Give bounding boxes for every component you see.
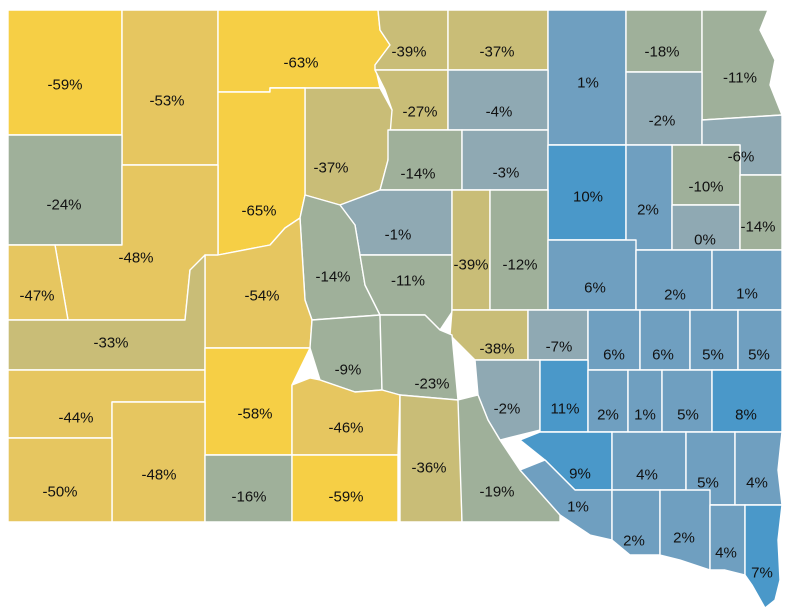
county-value-label: -16% (231, 489, 266, 506)
county-shape[interactable] (447, 9, 549, 71)
county-value-label: -11% (723, 70, 757, 87)
county-shape[interactable] (625, 9, 703, 73)
county-value-label: -3% (493, 165, 520, 182)
county-value-label: -23% (414, 376, 449, 393)
county-value-label: -36% (411, 460, 446, 477)
county-value-label: 7% (751, 565, 773, 582)
county-shape[interactable] (7, 437, 113, 523)
county-value-label: -59% (328, 489, 363, 506)
county-value-label: 5% (702, 347, 724, 364)
county-value-label: 5% (697, 475, 719, 492)
county-shape[interactable] (739, 174, 783, 251)
county-shape[interactable] (611, 489, 661, 556)
county-value-label: 1% (736, 286, 758, 303)
county-value-label: -48% (118, 250, 153, 267)
county-value-label: -58% (237, 406, 272, 423)
county-shape[interactable] (701, 9, 783, 121)
county-value-label: -63% (283, 55, 318, 72)
county-value-label: 1% (634, 407, 656, 424)
county-value-label: 2% (597, 407, 619, 424)
county-shape[interactable] (744, 504, 783, 609)
county-value-label: 11% (551, 401, 580, 418)
county-value-label: -46% (328, 420, 363, 437)
county-shape[interactable] (539, 359, 589, 433)
county-value-label: -6% (728, 149, 755, 166)
county-value-label: -44% (58, 410, 93, 427)
county-value-label: -19% (479, 484, 514, 501)
county-shape[interactable] (121, 9, 219, 166)
county-shape[interactable] (625, 71, 703, 146)
county-value-label: 9% (569, 466, 591, 483)
county-value-label: -7% (546, 339, 573, 356)
county-shape[interactable] (709, 504, 746, 576)
county-value-label: -24% (46, 197, 81, 214)
county-value-label: 2% (637, 202, 659, 219)
county-value-label: 8% (735, 407, 757, 424)
county-shape[interactable] (217, 9, 391, 93)
county-value-label: -39% (391, 44, 426, 61)
county-value-label: -12% (502, 257, 537, 274)
county-value-label: -48% (141, 467, 176, 484)
county-shape[interactable] (625, 144, 673, 251)
county-shape[interactable] (489, 189, 549, 311)
county-value-label: 4% (715, 545, 737, 562)
county-value-label: 4% (636, 467, 658, 484)
county-value-label: 2% (664, 287, 686, 304)
county-shape[interactable] (447, 69, 549, 131)
county-value-label: -4% (486, 104, 513, 121)
county-value-label: -65% (241, 203, 276, 220)
county-value-label: -14% (400, 166, 435, 183)
county-value-label: -50% (42, 484, 77, 501)
county-value-label: -38% (479, 341, 514, 358)
county-value-label: -14% (740, 219, 775, 236)
county-value-label: 1% (577, 75, 599, 92)
county-value-label: -2% (649, 113, 676, 130)
county-value-label: 6% (652, 347, 674, 364)
county-value-label: 10% (573, 189, 603, 206)
county-shape[interactable] (451, 189, 491, 311)
county-value-label: -47% (19, 288, 54, 305)
county-shape[interactable] (547, 239, 637, 311)
county-shape[interactable] (111, 401, 206, 523)
county-value-label: 6% (603, 347, 625, 364)
county-shape[interactable] (659, 489, 711, 571)
county-value-label: 1% (567, 499, 589, 516)
county-value-label: -33% (93, 335, 128, 352)
county-value-label: -54% (244, 288, 279, 305)
county-value-label: -37% (313, 160, 348, 177)
county-shape[interactable] (291, 454, 399, 523)
county-shape[interactable] (374, 9, 449, 71)
county-value-label: -27% (402, 104, 437, 121)
county-shape[interactable] (734, 431, 783, 506)
county-value-label: 4% (746, 475, 768, 492)
county-value-label: -10% (688, 179, 723, 196)
county-value-label: 5% (748, 347, 770, 364)
county-shape[interactable] (7, 134, 123, 246)
county-value-label: 2% (673, 530, 695, 547)
county-value-label: -53% (149, 93, 184, 110)
county-value-label: -39% (453, 257, 488, 274)
county-value-label: -14% (315, 269, 350, 286)
county-shape[interactable] (399, 394, 463, 523)
county-shape[interactable] (7, 9, 123, 136)
county-value-label: -18% (644, 44, 679, 61)
county-value-label: -9% (335, 362, 362, 379)
county-value-label: -59% (47, 77, 82, 94)
county-value-label: 2% (623, 533, 645, 550)
county-value-label: 0% (694, 232, 716, 249)
county-value-label: -37% (479, 44, 514, 61)
county-value-label: 6% (584, 280, 606, 297)
county-value-label: 5% (677, 407, 699, 424)
county-value-label: -11% (391, 273, 425, 290)
county-value-label: -1% (385, 227, 412, 244)
county-value-label: -2% (494, 401, 521, 418)
